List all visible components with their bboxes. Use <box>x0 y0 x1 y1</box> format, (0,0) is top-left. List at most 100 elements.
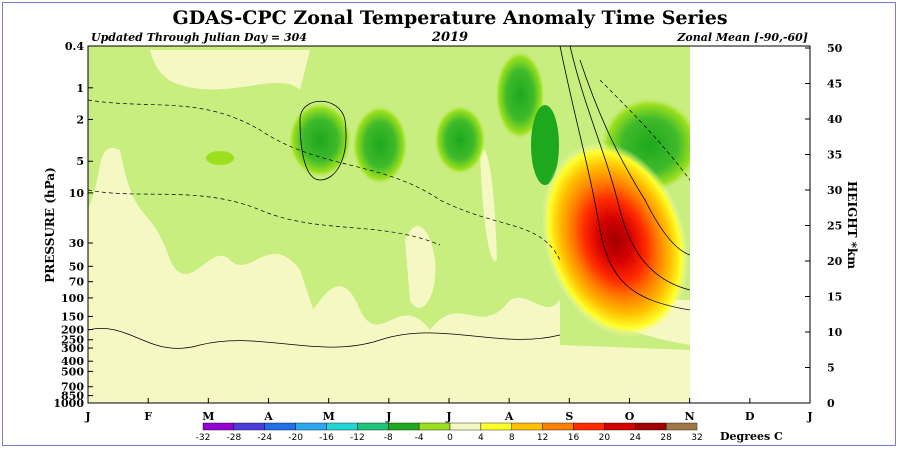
colorbar-tick-label: 28 <box>660 433 672 443</box>
month-tick-label: M <box>323 410 335 423</box>
pressure-tick-label: 500 <box>61 365 84 378</box>
month-tick-label: A <box>504 410 514 423</box>
colorbar-tick-label: 8 <box>509 433 515 443</box>
pressure-tick-label: 400 <box>61 355 84 368</box>
height-axis-label: HEIGHT *km <box>845 181 859 269</box>
contour-line-5 <box>299 100 347 181</box>
height-tick-label: 0 <box>827 397 835 410</box>
colorbar-tick-label: 4 <box>478 433 484 443</box>
month-tick-label: J <box>806 410 812 423</box>
height-tick-label: 15 <box>827 291 842 304</box>
colorbar-segment <box>264 422 296 431</box>
pressure-tick-label: 200 <box>61 324 84 337</box>
pressure-tick-label: 1 <box>76 82 84 95</box>
pressure-tick-label: 5 <box>76 155 84 168</box>
contour-lines <box>88 46 690 349</box>
colorbar-segment <box>542 422 574 431</box>
plot-area <box>88 46 810 403</box>
month-tick-label: N <box>685 410 695 423</box>
height-tick-label: 10 <box>827 326 843 339</box>
height-tick-label: 5 <box>827 362 835 375</box>
cold-band-2 <box>352 105 408 185</box>
colorbar-segment <box>295 422 327 431</box>
pressure-tick-label: 100 <box>61 292 84 305</box>
colorbar-tick-label: 16 <box>568 433 580 443</box>
colorbar-segment <box>604 422 636 431</box>
month-tick-label: O <box>625 410 635 423</box>
colorbar-tick-label: -12 <box>350 433 365 443</box>
cold-band-7 <box>531 105 559 185</box>
colorbar-tick-label: 32 <box>691 433 702 443</box>
colorbar-tick-label: -28 <box>227 433 242 443</box>
colorbar-tick-label: -8 <box>384 433 393 443</box>
height-tick-label: 40 <box>827 113 843 126</box>
subtitle-zonal-mean: Zonal Mean [-90,-60] <box>676 31 808 44</box>
pressure-tick-label: 30 <box>69 237 85 250</box>
pressure-tick-label: 1000 <box>53 397 84 410</box>
colorbar-segment <box>357 422 389 431</box>
height-tick-label: 45 <box>827 78 842 91</box>
colorbar-segment <box>665 422 698 431</box>
colorbar-tick-label: 0 <box>447 433 453 443</box>
cold-band-4 <box>495 50 545 140</box>
colorbar-segment <box>480 422 512 431</box>
dashed-contour-2 <box>88 189 441 246</box>
chart-title: GDAS-CPC Zonal Temperature Anomaly Time … <box>172 7 727 29</box>
colorbar-tick-label: -24 <box>257 433 272 443</box>
pressure-tick-label: 0.4 <box>65 40 84 53</box>
colorbar-tick-label: -4 <box>415 433 424 443</box>
month-tick-label: A <box>263 410 273 423</box>
colorbar-segment <box>388 422 420 431</box>
colorbar-segment <box>449 422 482 431</box>
month-tick-label: J <box>445 410 451 423</box>
colorbar-segment <box>418 422 451 431</box>
colorbar-segment <box>635 422 667 431</box>
pressure-tick-label: 70 <box>69 276 85 289</box>
height-tick-label: 30 <box>827 184 843 197</box>
height-tick-label: 20 <box>827 255 843 268</box>
colorbar-segment <box>202 422 235 431</box>
pressure-tick-label: 850 <box>61 390 84 403</box>
no-data-region <box>692 46 810 403</box>
height-tick-label: 50 <box>827 42 843 55</box>
colorbar-tick-label: 20 <box>599 433 611 443</box>
pressure-axis-label: PRESSURE (hPa) <box>43 167 57 283</box>
warm-anomaly <box>541 142 689 338</box>
pressure-tick-label: 250 <box>61 334 84 347</box>
dashed-contours <box>88 79 690 261</box>
subtitle-updated: Updated Through Julian Day = 304 <box>91 31 307 44</box>
dashed-contour-1 <box>88 99 561 261</box>
region-neutral-2 <box>150 50 310 90</box>
colorbar-tick-label: -20 <box>288 433 303 443</box>
subtitle-year: 2019 <box>431 30 468 45</box>
colorbar-tick-label: -16 <box>319 433 334 443</box>
colorbar-segment <box>573 422 605 431</box>
contour-line-1 <box>559 46 690 311</box>
cold-band-3 <box>434 105 486 175</box>
colorbar-tick-label: 24 <box>630 433 642 443</box>
pressure-tick-label: 700 <box>61 381 84 394</box>
month-tick-label: J <box>84 410 90 423</box>
colorbar-unit-label: Degrees C <box>720 430 783 443</box>
contour-line-2 <box>569 46 690 291</box>
height-tick-label: 35 <box>827 149 842 162</box>
region-neutral-6 <box>88 340 690 403</box>
height-tick-label: 25 <box>827 220 842 233</box>
pressure-tick-label: 150 <box>61 310 84 323</box>
month-tick-label: S <box>565 410 573 423</box>
cold-band-6 <box>206 151 234 165</box>
pressure-tick-label: 300 <box>61 342 84 355</box>
month-tick-label: D <box>745 410 755 423</box>
month-tick-label: J <box>385 410 391 423</box>
region-neutral-4 <box>405 226 436 308</box>
month-tick-label: F <box>144 410 152 423</box>
contour-line-4 <box>88 328 561 349</box>
month-tick-label: M <box>202 410 214 423</box>
colorbar-segment <box>233 422 265 431</box>
pressure-tick-label: 2 <box>76 113 84 126</box>
region-neutral-5 <box>480 148 497 262</box>
colorbar: -32 -28 -24 -20 -16 -12 -8 -4 0 4 8 12 16 20 24 28 32 <box>196 422 703 443</box>
